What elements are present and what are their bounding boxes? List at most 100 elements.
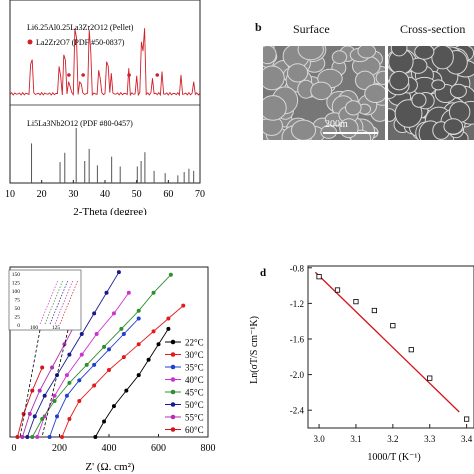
sem-grain bbox=[411, 92, 427, 108]
impedance-point bbox=[59, 435, 64, 439]
arrhenius-y-tick-label: -0.8 bbox=[290, 263, 305, 273]
impedance-point bbox=[102, 419, 107, 424]
sem-grain bbox=[310, 81, 333, 101]
sem-grain bbox=[431, 46, 454, 70]
arrhenius-ylabel: Ln(σT/S cm⁻¹K) bbox=[249, 316, 260, 384]
inset-y-tick-label: 50 bbox=[15, 306, 21, 312]
sem-panel: b Surface Cross-section 200m bbox=[255, 14, 474, 140]
inset-y-tick-label: 75 bbox=[15, 298, 21, 304]
sem-cross-section-image bbox=[388, 46, 474, 140]
impedance-point bbox=[55, 414, 60, 419]
impedance-point bbox=[21, 411, 26, 416]
impedance-point bbox=[15, 435, 20, 439]
impedance-point bbox=[121, 331, 126, 336]
sem-surface-label: Surface bbox=[293, 22, 330, 36]
legend-swatch-marker bbox=[170, 414, 176, 420]
arrhenius-point bbox=[464, 416, 470, 422]
sem-grain bbox=[443, 118, 464, 135]
impedance-tick-label: 600 bbox=[151, 443, 166, 454]
sem-scalebar-label: 200m bbox=[325, 119, 348, 130]
impedance-point bbox=[104, 290, 109, 295]
sem-grain bbox=[431, 79, 446, 91]
impedance-point bbox=[84, 362, 89, 367]
sem-grain bbox=[344, 100, 362, 116]
xrd-tick-label: 30 bbox=[68, 189, 78, 200]
xrd-impurity-marker bbox=[67, 73, 71, 77]
impedance-series-line bbox=[21, 320, 78, 438]
xrd-tick-label: 60 bbox=[163, 189, 173, 200]
impedance-point bbox=[92, 311, 97, 316]
legend-label: 30°C bbox=[185, 350, 204, 360]
impedance-point bbox=[102, 344, 107, 349]
sem-grain bbox=[297, 46, 324, 61]
impedance-xlabel: Z' (Ω. cm²) bbox=[85, 461, 135, 473]
arrhenius-xlabel: 1000/T (K⁻¹) bbox=[367, 452, 420, 463]
sem-scalebar bbox=[323, 132, 378, 134]
xrd-impurity-marker bbox=[127, 73, 131, 77]
impedance-tick-label: 0 bbox=[12, 443, 17, 454]
impedance-point bbox=[62, 342, 67, 347]
xrd-tick-label: 10 bbox=[5, 189, 15, 200]
inset-zoom-line-left bbox=[19, 329, 41, 438]
sem-grain bbox=[354, 70, 376, 91]
impedance-point bbox=[64, 373, 69, 378]
inset-y-tick-label: 100 bbox=[12, 289, 21, 295]
impedance-point bbox=[126, 290, 131, 295]
sem-grain bbox=[263, 65, 285, 91]
impedance-point bbox=[136, 342, 141, 347]
sem-grain bbox=[389, 70, 410, 91]
arrhenius-x-tick-label: 3.4 bbox=[461, 434, 473, 444]
impedance-point bbox=[67, 380, 72, 385]
impedance-point bbox=[40, 416, 45, 421]
arrhenius-panel: d -0.8 -1.2 -1.6 -2.0 -2.4 3.0 3.1 3.2 3.3 3.4 L… bbox=[249, 263, 474, 463]
legend-label: 50°C bbox=[185, 400, 204, 410]
impedance-point bbox=[52, 393, 57, 398]
impedance-legend: 22°C 30°C 35°C 40°C 45°C 50°C 55°C 60°C bbox=[165, 338, 204, 435]
sem-grain bbox=[449, 83, 467, 99]
xrd-impurity-marker bbox=[155, 73, 160, 77]
impedance-point bbox=[32, 414, 37, 419]
arrhenius-frame bbox=[307, 265, 474, 429]
arrhenius-marks bbox=[314, 271, 470, 422]
arrhenius-x-tick-label: 3.1 bbox=[350, 434, 361, 444]
legend-swatch-marker bbox=[170, 389, 176, 395]
arrhenius-point bbox=[371, 307, 377, 314]
impedance-point bbox=[20, 435, 25, 439]
impedance-point bbox=[52, 398, 57, 403]
impedance-point bbox=[92, 362, 97, 367]
impedance-point bbox=[136, 316, 141, 321]
legend-label: 55°C bbox=[185, 413, 204, 423]
inset-series-line bbox=[59, 279, 79, 325]
impedance-point bbox=[166, 316, 171, 321]
impedance-tick-label: 400 bbox=[102, 443, 117, 454]
legend-label: 22°C bbox=[185, 338, 204, 348]
inset-curves bbox=[39, 279, 79, 325]
arrhenius-x-tick-label: 3.0 bbox=[313, 434, 325, 444]
legend-swatch-marker bbox=[170, 352, 176, 357]
sem-grain bbox=[320, 125, 337, 139]
arrhenius-point bbox=[408, 347, 414, 353]
inset-x-tick-label: 125 bbox=[52, 325, 61, 331]
impedance-series-line bbox=[49, 318, 140, 438]
xrd-legend-pdf-bottom: Li5La3Nb2O12 (PDF #80-0457) bbox=[27, 119, 133, 128]
legend-swatch-marker bbox=[170, 377, 176, 382]
impedance-point bbox=[25, 435, 30, 439]
impedance-point bbox=[79, 352, 84, 357]
impedance-point bbox=[121, 355, 126, 360]
impedance-point bbox=[116, 270, 121, 275]
impedance-point bbox=[47, 435, 52, 439]
impedance-point bbox=[35, 435, 40, 439]
arrhenius-point bbox=[390, 323, 396, 329]
xrd-tick-label: 20 bbox=[37, 189, 47, 200]
sem-grain bbox=[388, 108, 397, 122]
impedance-point bbox=[119, 326, 124, 331]
impedance-point bbox=[93, 435, 98, 439]
legend-label: 60°C bbox=[185, 425, 204, 435]
arrhenius-y-ticks: -0.8 -1.2 -1.6 -2.0 -2.4 bbox=[290, 263, 312, 416]
xrd-x-ticks: 10 20 30 40 50 60 70 bbox=[5, 180, 205, 200]
legend-swatch-marker bbox=[170, 339, 176, 345]
impedance-point bbox=[77, 398, 82, 403]
arrhenius-x-tick-label: 3.2 bbox=[387, 434, 398, 444]
impedance-tick-label: 200 bbox=[52, 443, 67, 454]
arrhenius-point bbox=[316, 274, 322, 280]
